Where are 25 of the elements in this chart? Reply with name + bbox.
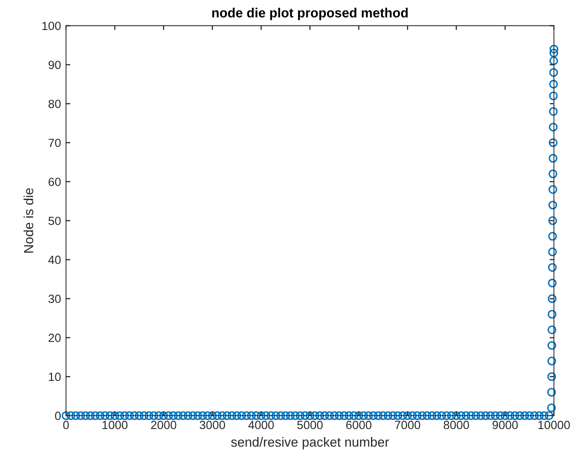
y-tick-label: 90	[48, 60, 61, 70]
x-tick-label: 10000	[538, 420, 570, 430]
y-tick-label: 60	[48, 178, 61, 186]
y-tick-label: 100	[42, 22, 61, 30]
chart-title: node die plot proposed method	[212, 8, 408, 20]
y-tick-label: 80	[48, 100, 61, 108]
y-tick-label: 40	[48, 256, 61, 264]
x-tick-label: 6000	[346, 420, 372, 430]
x-tick-label: 9000	[492, 420, 518, 430]
x-tick-label: 3000	[200, 420, 226, 430]
y-tick-label: 10	[48, 372, 61, 382]
y-tick-label: 50	[48, 216, 61, 226]
y-tick-label: 0	[55, 412, 61, 420]
x-tick-label: 2000	[151, 420, 176, 430]
y-axis-title: Node is die	[24, 188, 34, 253]
y-tick-label: 70	[48, 138, 61, 148]
x-tick-label: 8000	[444, 420, 469, 430]
x-tick-label: 7000	[395, 420, 420, 430]
y-tick-label: 20	[48, 334, 61, 342]
x-tick-label: 4000	[248, 420, 274, 430]
x-tick-label: 1000	[102, 420, 128, 430]
x-tick-label: 5000	[297, 420, 323, 430]
x-tick-label: 0	[63, 420, 69, 430]
y-tick-label: 30	[48, 294, 61, 304]
x-axis-title: send/resive packet number	[231, 437, 389, 450]
